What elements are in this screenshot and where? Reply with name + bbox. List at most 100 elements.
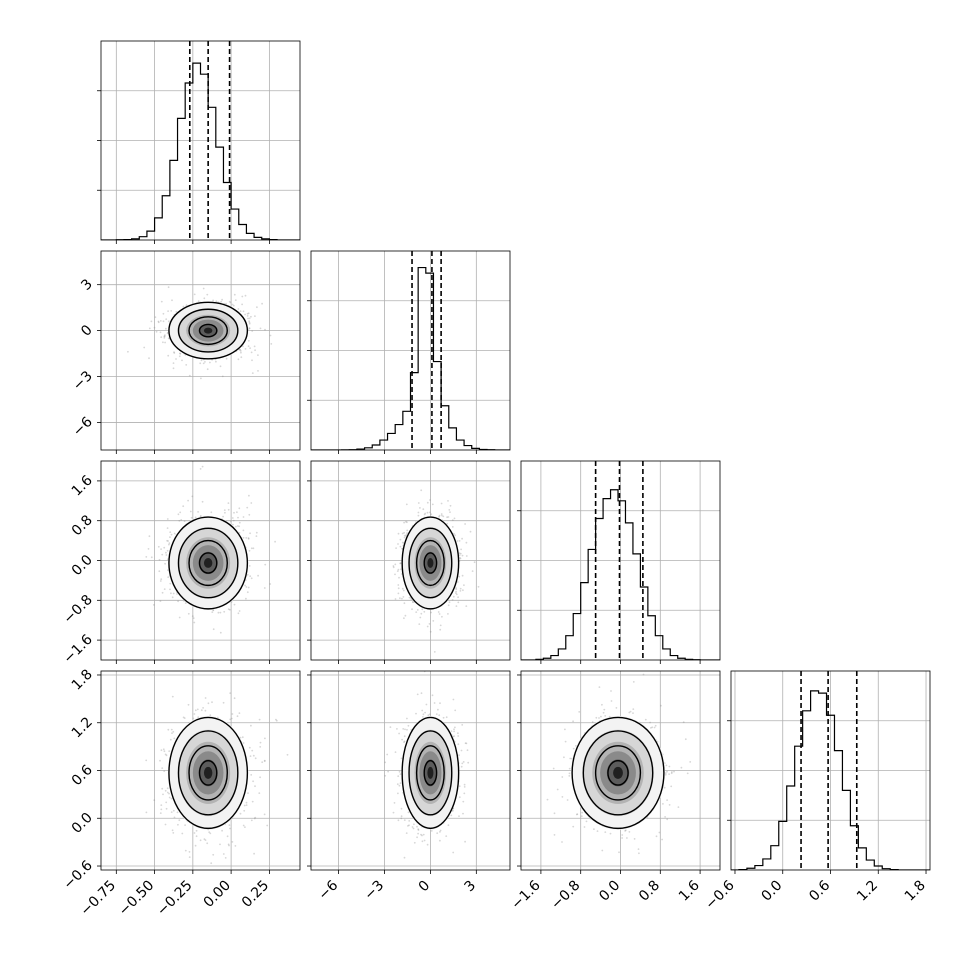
hist-panel-1 [307, 250, 511, 454]
scatter-point [250, 774, 253, 776]
scatter-point [399, 782, 402, 784]
contour-2-0-1 [188, 539, 228, 587]
scatter-point [176, 593, 178, 595]
scatter-point [145, 556, 148, 558]
scatter-point [165, 327, 167, 330]
scatter-point [386, 753, 389, 756]
scatter-point [187, 703, 190, 706]
scatter-point [403, 531, 405, 534]
scatter-point [458, 552, 461, 555]
scatter-point [407, 724, 410, 727]
scatter-point [150, 556, 153, 559]
scatter-point [403, 534, 406, 537]
scatter-point [170, 728, 173, 731]
scatter-plot-area-3-0 [101, 671, 300, 870]
scatter-point [421, 709, 424, 712]
scatter-point [438, 714, 441, 717]
scatter-point [162, 320, 165, 323]
scatter-point [193, 293, 196, 296]
scatter-point [394, 598, 397, 600]
contour-1-0-3 [168, 301, 249, 360]
scatter-point [221, 829, 223, 832]
scatter-point [155, 330, 158, 333]
scatter-point [222, 853, 225, 855]
scatter-point [416, 609, 419, 611]
scatter-point [440, 513, 443, 515]
scatter-point [455, 592, 457, 594]
scatter-point [250, 577, 253, 580]
scatter-point [403, 819, 406, 821]
scatter-point [246, 315, 249, 317]
scatter-point [163, 335, 166, 338]
scatter-point [219, 631, 222, 634]
scatter-plot-area-2-1 [311, 461, 510, 660]
scatter-point [286, 753, 289, 756]
scatter-point [161, 591, 164, 594]
scatter-point [401, 541, 404, 544]
scatter-point [456, 540, 459, 542]
scatter-point [153, 799, 156, 801]
scatter-point [159, 580, 162, 582]
scatter-point [172, 809, 175, 812]
scatter-point [424, 711, 426, 714]
scatter-point [172, 832, 175, 834]
hist-panel-2 [517, 460, 721, 664]
scatter-point [259, 327, 262, 330]
contour-3-1-3 [401, 716, 460, 830]
scatter-point [663, 786, 666, 789]
scatter-point [249, 575, 252, 578]
scatter-point [161, 787, 164, 790]
scatter-point [460, 548, 462, 551]
scatter-point [227, 508, 230, 511]
scatter-point [250, 819, 253, 822]
scatter-point [621, 834, 624, 836]
scatter-point [459, 587, 462, 590]
scatter-point [403, 521, 405, 524]
scatter-point [184, 602, 187, 604]
scatter-point [162, 341, 164, 344]
contour-3-1-1 [415, 745, 445, 801]
scatter-point [253, 852, 256, 855]
scatter-point [238, 507, 241, 510]
scatter-point [187, 499, 189, 502]
scatter-point [467, 761, 470, 764]
scatter-point [250, 502, 253, 504]
scatter-point [193, 713, 196, 715]
scatter-point [459, 552, 462, 555]
scatter-point [455, 590, 457, 593]
scatter-point [242, 516, 245, 518]
scatter-point [190, 516, 193, 519]
scatter-point [248, 549, 251, 552]
scatter-point [194, 516, 197, 519]
scatter-point [244, 294, 247, 297]
scatter-point [254, 816, 257, 819]
scatter-point [261, 761, 264, 764]
scatter-point [166, 791, 169, 794]
scatter-point [168, 792, 170, 795]
scatter-point [263, 759, 266, 762]
scatter-point [426, 843, 429, 846]
scatter-point [169, 588, 171, 591]
scatter-point [397, 775, 400, 778]
scatter-point [403, 735, 406, 738]
scatter-point [561, 796, 564, 798]
scatter-point [165, 801, 168, 804]
scatter-point [440, 502, 443, 505]
scatter-point [242, 536, 245, 539]
scatter-point [162, 312, 165, 315]
scatter-point [248, 317, 251, 320]
scatter-point [397, 568, 400, 571]
scatter-point [159, 600, 162, 602]
scatter-point [431, 694, 434, 697]
scatter-point [398, 784, 401, 787]
scatter-point [171, 829, 174, 832]
scatter-point [236, 525, 239, 527]
scatter-point [405, 503, 408, 506]
scatter-point [452, 809, 454, 812]
scatter-point [239, 812, 242, 815]
scatter-point [455, 593, 458, 596]
scatter-plot-area-3-1 [311, 671, 510, 870]
scatter-point [241, 303, 244, 306]
scatter-point [145, 759, 148, 762]
scatter-point [457, 732, 459, 735]
